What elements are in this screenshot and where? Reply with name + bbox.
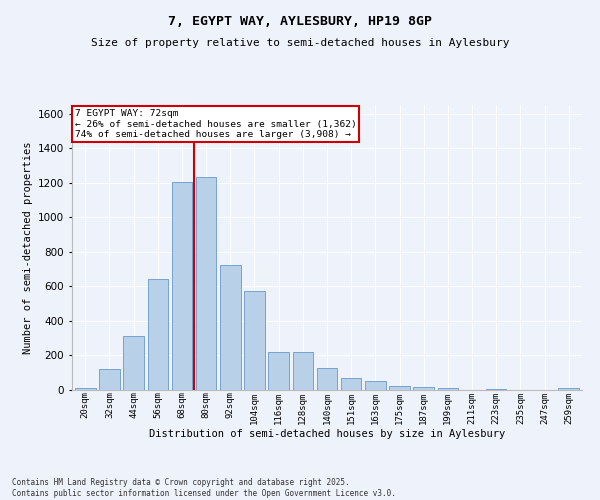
Text: 7, EGYPT WAY, AYLESBURY, HP19 8GP: 7, EGYPT WAY, AYLESBURY, HP19 8GP — [168, 15, 432, 28]
Y-axis label: Number of semi-detached properties: Number of semi-detached properties — [23, 141, 32, 354]
Bar — [365, 382, 386, 390]
Bar — [413, 386, 434, 390]
Text: Size of property relative to semi-detached houses in Aylesbury: Size of property relative to semi-detach… — [91, 38, 509, 48]
Bar — [341, 378, 361, 390]
Bar — [293, 352, 313, 390]
Bar — [220, 265, 241, 390]
Bar — [437, 388, 458, 390]
Text: Contains HM Land Registry data © Crown copyright and database right 2025.
Contai: Contains HM Land Registry data © Crown c… — [12, 478, 396, 498]
Bar — [148, 278, 168, 390]
X-axis label: Distribution of semi-detached houses by size in Aylesbury: Distribution of semi-detached houses by … — [149, 429, 505, 439]
Bar — [486, 389, 506, 390]
Bar — [99, 370, 120, 390]
Bar — [268, 352, 289, 390]
Bar — [124, 336, 144, 390]
Bar — [75, 388, 95, 390]
Bar — [317, 368, 337, 390]
Bar — [244, 290, 265, 390]
Bar — [389, 386, 410, 390]
Text: 7 EGYPT WAY: 72sqm
← 26% of semi-detached houses are smaller (1,362)
74% of semi: 7 EGYPT WAY: 72sqm ← 26% of semi-detache… — [74, 110, 356, 139]
Bar — [196, 176, 217, 390]
Bar — [172, 182, 192, 390]
Bar — [559, 388, 579, 390]
